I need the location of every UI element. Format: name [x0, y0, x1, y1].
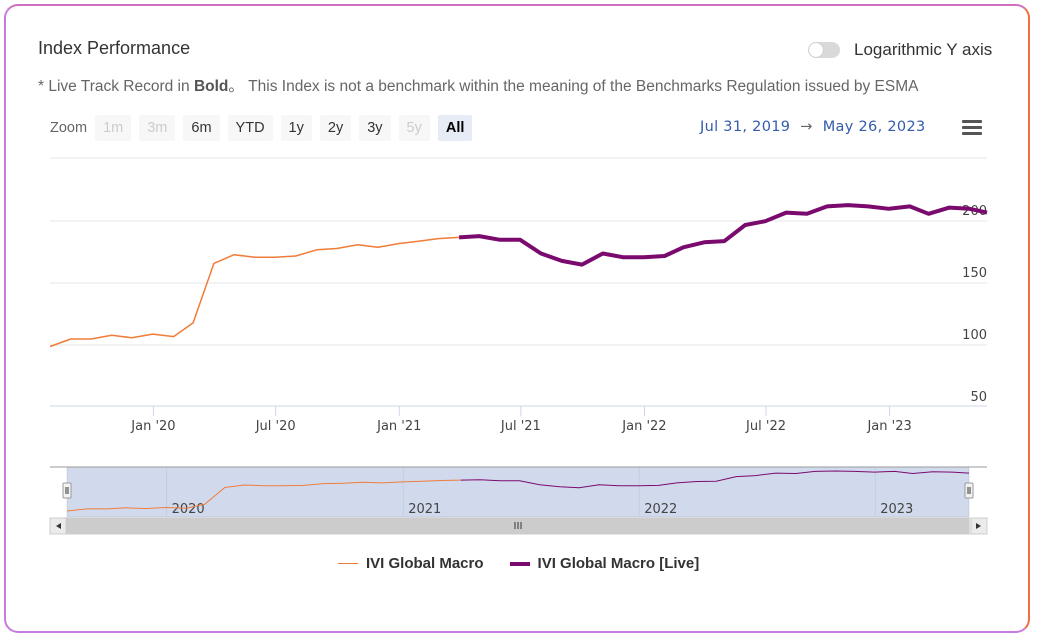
- range-selector: Zoom 1m 3m 6m YTD 1y 2y 3y 5y All: [50, 115, 480, 141]
- x-tick-label: Jan '22: [621, 419, 666, 434]
- range-button-1y[interactable]: 1y: [280, 115, 312, 141]
- log-axis-toggle[interactable]: [808, 42, 840, 58]
- navigator-series-line-live: [460, 470, 970, 489]
- handle-box: [964, 482, 974, 499]
- x-tick-label: Jul '20: [255, 419, 296, 434]
- log-axis-label: Logarithmic Y axis: [854, 40, 993, 59]
- y-tick-label: 150: [962, 266, 987, 281]
- range-button-1m[interactable]: 1m: [95, 115, 132, 141]
- navigator-year-label: 2020: [172, 502, 205, 517]
- navigator-right-handle[interactable]: [964, 482, 974, 499]
- date-from-input[interactable]: Jul 31, 2019: [700, 119, 791, 135]
- legend-swatch-thick: [509, 561, 530, 566]
- scrollbar-right-arrow-icon[interactable]: [970, 517, 988, 535]
- legend: IVI Global Macro IVI Global Macro [Live]: [338, 555, 725, 572]
- note-bold: Bold: [193, 78, 229, 95]
- x-tick-label: Jan '20: [130, 419, 175, 434]
- log-axis-toggle-group: Logarithmic Y axis: [808, 40, 992, 60]
- arrow-glyph: [56, 523, 61, 529]
- x-tick-label: Jul '21: [500, 419, 541, 434]
- legend-label: IVI Global Macro [Live]: [537, 555, 700, 572]
- date-arrow: →: [800, 119, 813, 135]
- arrow-glyph: [976, 523, 981, 529]
- legend-item-ivi-global-macro-live[interactable]: IVI Global Macro [Live]: [509, 555, 700, 572]
- range-button-all[interactable]: All: [437, 115, 473, 141]
- series-line-ivi-global-macro-live: [458, 203, 988, 267]
- navigator-year-label: 2022: [644, 502, 677, 517]
- navigator-year-label: 2023: [880, 502, 913, 517]
- legend-swatch-thin: [338, 562, 358, 565]
- live-track-note: * Live Track Record in Bold。 This Index …: [38, 74, 918, 96]
- x-tick-label: Jul '22: [745, 419, 786, 434]
- zoom-label: Zoom: [50, 120, 88, 136]
- range-button-3y[interactable]: 3y: [359, 115, 391, 141]
- x-tick-label: Jan '23: [866, 419, 911, 434]
- navigator-background: [66, 466, 970, 518]
- note-prefix: * Live Track Record in: [38, 78, 194, 95]
- range-button-5y[interactable]: 5y: [398, 115, 430, 141]
- range-button-ytd[interactable]: YTD: [227, 115, 273, 141]
- navigator-series-line: [66, 479, 461, 512]
- hamburger-menu-icon[interactable]: [962, 120, 982, 136]
- y-tick-label: 50: [970, 390, 987, 405]
- range-button-3m[interactable]: 3m: [139, 115, 176, 141]
- page-title: Index Performance: [38, 38, 191, 58]
- range-button-6m[interactable]: 6m: [183, 115, 220, 141]
- y-tick-label: 100: [962, 328, 987, 343]
- date-range-inputs: Jul 31, 2019 → May 26, 2023: [700, 119, 926, 135]
- handle-box: [62, 482, 72, 499]
- range-button-2y[interactable]: 2y: [319, 115, 352, 141]
- navigator-year-label: 2021: [408, 502, 441, 517]
- scrollbar-left-arrow-icon[interactable]: [49, 517, 67, 535]
- date-to-input[interactable]: May 26, 2023: [822, 119, 926, 135]
- navigator-left-handle[interactable]: [62, 482, 72, 499]
- legend-label: IVI Global Macro: [366, 555, 484, 572]
- x-tick-label: Jan '21: [376, 419, 421, 434]
- toggle-knob: [809, 43, 823, 57]
- navigator-mask: [67, 467, 969, 517]
- series-line-ivi-global-macro: [49, 236, 460, 348]
- note-suffix: 。 This Index is not a benchmark within t…: [228, 78, 919, 95]
- legend-item-ivi-global-macro[interactable]: IVI Global Macro: [338, 555, 484, 572]
